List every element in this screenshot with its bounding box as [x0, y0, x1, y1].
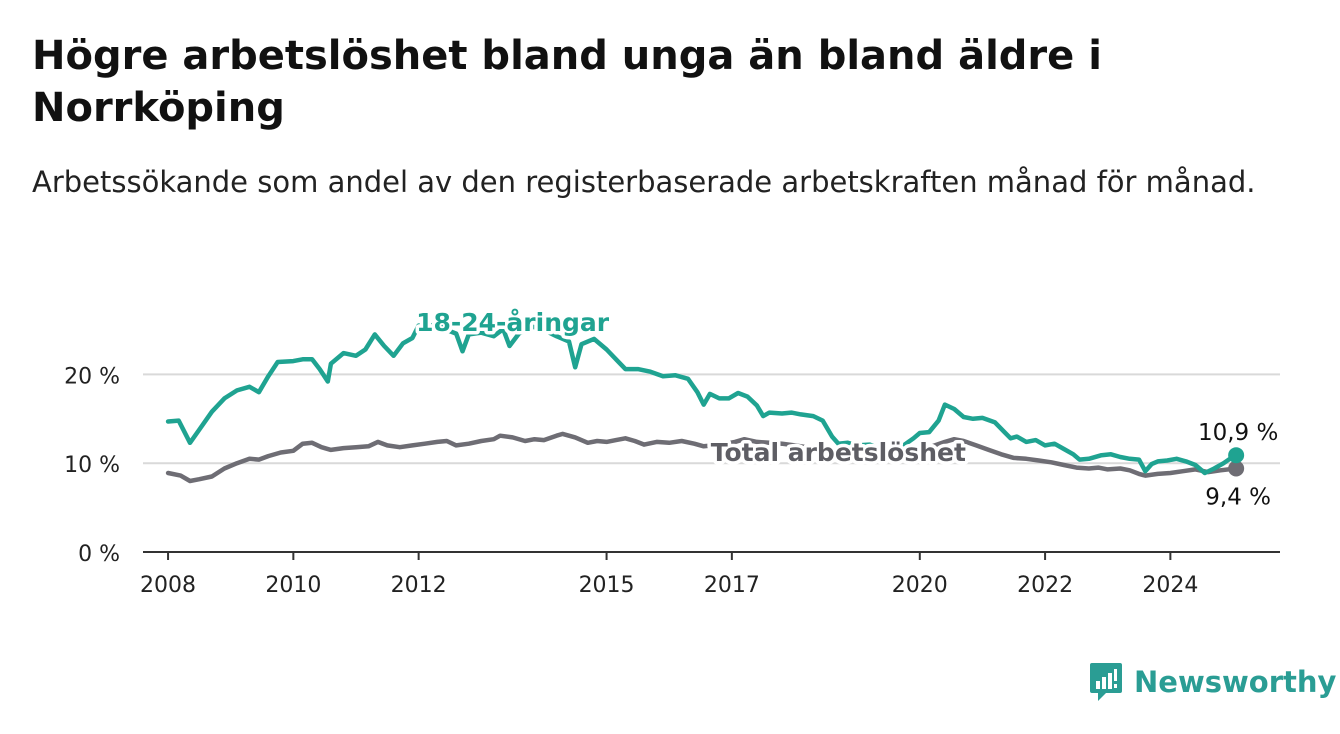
chart-title: Högre arbetslöshet bland unga än bland ä… — [32, 33, 1102, 131]
y-tick-label: 20 % — [64, 364, 120, 389]
series-labels: 18-24-åringar Total arbetslöshet 10,9 % 9,4… — [413, 305, 1282, 514]
x-tick-label: 2012 — [391, 573, 447, 598]
series-lines — [165, 319, 1245, 484]
end-point-total — [1228, 460, 1245, 477]
newsworthy-logo-icon — [1090, 663, 1122, 701]
y-tick-label: 10 % — [64, 453, 120, 478]
y-tick-label: 0 % — [78, 542, 120, 567]
series-line-youth — [165, 319, 1239, 476]
x-axis: 2008 2010 2012 2015 2017 2020 2022 2024 — [140, 551, 1280, 598]
end-label-total: 9,4 % — [1205, 485, 1271, 511]
brand-name: Newsworthy — [1134, 665, 1337, 699]
x-tick-label: 2024 — [1142, 573, 1198, 598]
series-label-total: Total arbetslöshet — [711, 438, 966, 467]
x-tick-label: 2008 — [140, 573, 196, 598]
chart-subtitle: Arbetssökande som andel av den registerb… — [32, 165, 1256, 199]
x-tick-label: 2010 — [265, 573, 321, 598]
x-tick-label: 2015 — [579, 573, 635, 598]
x-tick-label: 2020 — [892, 573, 948, 598]
end-label-youth: 10,9 % — [1198, 420, 1278, 446]
x-tick-label: 2017 — [704, 573, 760, 598]
end-point-youth — [1228, 447, 1245, 464]
newsworthy-logo: Newsworthy — [1088, 660, 1336, 704]
series-line-total — [165, 431, 1239, 484]
x-tick-label: 2022 — [1017, 573, 1073, 598]
y-axis-ticks: 0 % 10 % 20 % — [64, 364, 120, 567]
gridlines — [143, 373, 1280, 465]
series-label-youth: 18-24-åringar — [416, 308, 610, 337]
